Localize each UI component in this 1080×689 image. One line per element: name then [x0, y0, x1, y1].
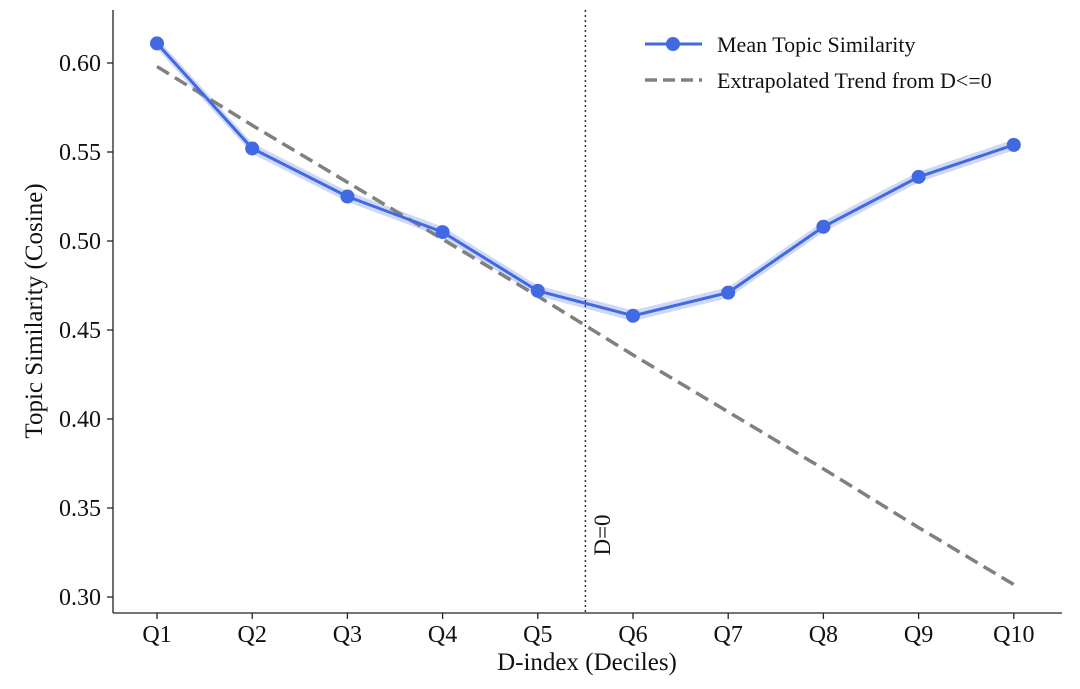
y-tick-label: 0.35 [59, 496, 101, 522]
y-tick-label: 0.55 [59, 140, 101, 166]
x-axis-label: D-index (Deciles) [497, 649, 677, 676]
data-point-Q5 [530, 283, 545, 298]
x-tick-label: Q9 [904, 622, 933, 648]
x-tick-label: Q6 [618, 622, 647, 648]
y-axis-label: Topic Similarity (Cosine) [21, 183, 48, 438]
data-point-Q6 [626, 308, 640, 323]
y-tick-label: 0.50 [59, 229, 101, 255]
data-point-Q7 [721, 285, 736, 300]
d0-annotation: D=0 [590, 514, 615, 555]
data-point-Q3 [340, 189, 355, 204]
data-point-Q8 [816, 219, 831, 234]
data-point-Q4 [435, 225, 450, 240]
x-tick-label: Q5 [523, 622, 552, 648]
legend: Mean Topic Similarity Extrapolated Trend… [645, 32, 992, 93]
legend-label-mean: Mean Topic Similarity [717, 32, 915, 57]
x-tick-label: Q10 [993, 622, 1034, 648]
y-tick-label: 0.40 [59, 407, 101, 433]
y-tick-label: 0.45 [59, 318, 101, 344]
x-tick-label: Q1 [142, 622, 171, 648]
x-tick-label: Q3 [333, 622, 362, 648]
x-tick-label: Q4 [428, 622, 457, 648]
x-tick-label: Q8 [809, 622, 838, 648]
data-point-Q2 [245, 141, 260, 156]
x-tick-label: Q7 [714, 622, 743, 648]
legend-label-trend: Extrapolated Trend from D<=0 [717, 68, 992, 93]
mean-line [155, 42, 1015, 318]
data-point-Q9 [911, 169, 926, 184]
legend-marker-mean [666, 37, 680, 51]
x-tick-label: Q2 [238, 622, 267, 648]
data-point-Q10 [1006, 137, 1021, 152]
y-tick-label: 0.60 [59, 51, 101, 77]
data-point-Q1 [150, 36, 164, 51]
y-tick-label: 0.30 [59, 585, 101, 611]
